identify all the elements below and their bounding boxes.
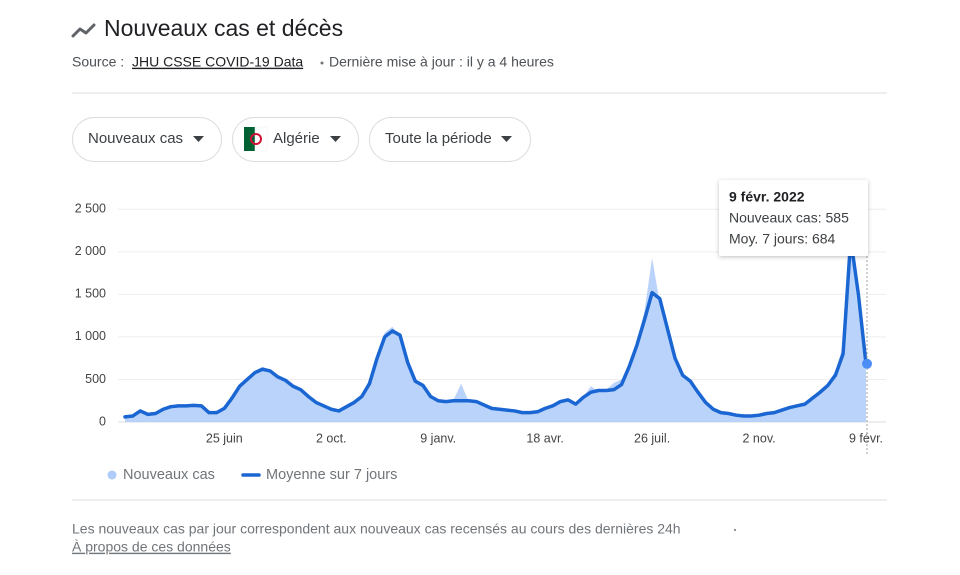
y-tick-label: 1 500 — [75, 287, 106, 301]
x-tick-label: 25 juin — [206, 431, 243, 445]
y-tick-label: 500 — [85, 372, 106, 386]
source-label: Source : — [72, 54, 124, 70]
tooltip-line: Nouveaux cas: 585 — [729, 210, 849, 226]
chart: 0 500 1 000 1 500 2 000 2 500 25 juin 2 oct. 9 j… — [75, 180, 886, 483]
tooltip-box — [719, 180, 868, 256]
chip-label: Toute la période — [385, 130, 492, 147]
average-line — [123, 237, 868, 419]
x-tick-label: 2 oct. — [316, 431, 347, 445]
legend-marker — [107, 470, 117, 480]
metric-chip[interactable]: Nouveaux cas — [72, 117, 222, 162]
separator-dot — [734, 529, 736, 531]
footer-note: Les nouveaux cas par jour correspondent … — [72, 521, 681, 537]
legend-label: Moyenne sur 7 jours — [266, 467, 397, 483]
tooltip: 9 févr. 2022 Nouveaux cas: 585 Moy. 7 jour… — [719, 180, 868, 256]
chip-label: Algérie — [273, 130, 320, 147]
x-tick-label: 18 avr. — [526, 431, 564, 445]
x-tick-label: 26 juil. — [634, 431, 670, 445]
chip-arrow — [330, 136, 341, 142]
title: Nouveaux cas et décès — [104, 15, 343, 41]
country-chip[interactable]: Algérie — [232, 117, 359, 162]
footer-link[interactable]: À propos de ces données — [72, 539, 231, 555]
chip-arrow — [501, 136, 512, 142]
flag — [244, 126, 268, 152]
trend-icon — [71, 23, 96, 38]
chip-label: Nouveaux cas — [88, 130, 183, 147]
y-tick-label: 2 000 — [75, 244, 106, 258]
cases-area — [125, 247, 866, 422]
y-tick-label: 1 000 — [75, 329, 106, 343]
y-tick-label: 2 500 — [75, 202, 106, 216]
x-tick-label: 9 févr. — [849, 431, 883, 445]
source-link[interactable]: JHU CSSE COVID-19 Data — [132, 54, 303, 70]
separator-dot — [320, 61, 324, 65]
tooltip-title: 9 févr. 2022 — [729, 189, 805, 205]
y-tick-label: 0 — [99, 414, 106, 428]
chip-arrow — [193, 136, 204, 142]
x-tick-label: 2 nov. — [742, 431, 775, 445]
updated: Dernière mise à jour : il y a 4 heures — [329, 54, 554, 70]
x-tick-label: 9 janv. — [420, 431, 456, 445]
tooltip-line: Moy. 7 jours: 684 — [729, 231, 836, 247]
legend-label: Nouveaux cas — [123, 467, 215, 483]
period-chip[interactable]: Toute la période — [369, 117, 531, 162]
hover-dot — [862, 358, 872, 369]
